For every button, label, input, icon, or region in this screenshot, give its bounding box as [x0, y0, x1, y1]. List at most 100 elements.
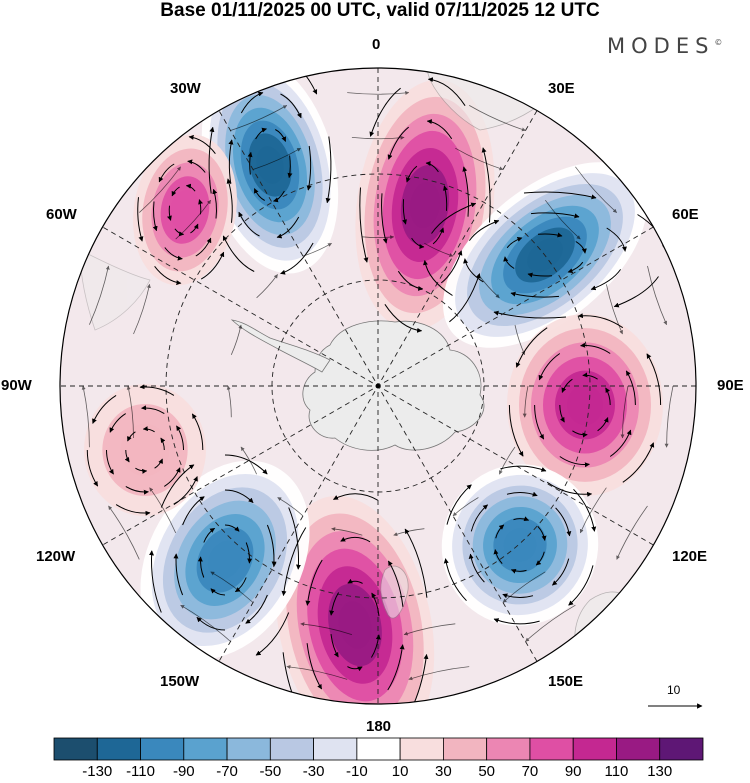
streamline-arrow	[647, 265, 667, 326]
streamline-arrow	[125, 485, 149, 495]
new-zealand	[380, 565, 409, 619]
streamline-arrow	[462, 166, 469, 217]
streamline-arrow	[224, 454, 268, 475]
streamline-arrow	[224, 489, 254, 504]
streamline-arrow	[238, 211, 260, 237]
streamline-arrow	[212, 188, 218, 219]
streamline-arrow	[426, 119, 453, 140]
streamline-arrow	[559, 456, 590, 468]
streamline-arrow	[340, 708, 369, 712]
streamline-arrow	[625, 370, 636, 406]
streamline-arrow	[306, 643, 323, 690]
streamline-arrow	[203, 527, 216, 543]
streamline-arrow	[371, 592, 380, 616]
streamline-arrow	[240, 446, 257, 475]
colorbar-tick-label: 110	[604, 763, 629, 780]
streamline-arrow	[408, 666, 470, 681]
streamline-arrow	[411, 237, 425, 249]
colorbar-tick-label: 30	[435, 763, 452, 780]
streamline-arrow	[200, 251, 225, 280]
streamline-arrow	[255, 127, 267, 140]
anomaly-low	[140, 460, 310, 660]
colorbar-swatch	[53, 737, 98, 761]
colorbar-tick-label: -130	[82, 763, 113, 780]
anomaly-contour	[120, 424, 170, 476]
colorbar-tick-label: 90	[564, 763, 582, 780]
streamline-arrow	[567, 261, 584, 273]
streamline-arrow	[191, 413, 204, 451]
streamline-arrow	[187, 159, 206, 173]
streamline-arrow	[195, 237, 212, 257]
colorbar-tick-label: -90	[172, 763, 195, 780]
streamline-arrow	[288, 507, 301, 570]
streamline-arrow	[109, 413, 126, 433]
streamline-arrow	[362, 235, 395, 240]
streamline-arrow	[142, 426, 155, 433]
streamline-arrow	[575, 166, 617, 213]
streamline-arrow	[468, 219, 500, 241]
anomaly-high	[133, 134, 237, 286]
streamline-arrow	[133, 283, 151, 335]
streamline-arrow	[381, 193, 388, 244]
streamline-arrow	[455, 147, 504, 171]
copyright-mark: ©	[714, 38, 723, 47]
anomaly-contour	[503, 528, 537, 562]
anomaly-contour	[207, 540, 243, 580]
colorbar-swatch	[616, 737, 661, 761]
streamline-arrow	[534, 404, 545, 440]
streamline-arrow	[500, 465, 547, 472]
streamline-arrow	[149, 487, 177, 534]
streamline-arrow	[164, 467, 181, 487]
anomaly-contour	[409, 181, 441, 229]
streamline-arrow	[306, 145, 312, 191]
streamline-arrow	[300, 622, 353, 635]
colorbar-swatch	[442, 737, 488, 761]
anomaly-high	[275, 495, 435, 704]
streamline-arrow	[664, 385, 674, 448]
south-pole-marker	[375, 383, 381, 389]
streamline-arrow	[188, 134, 216, 155]
colorbar-swatch	[96, 737, 141, 761]
streamline-arrow	[173, 553, 184, 596]
streamline-arrow	[359, 187, 369, 263]
streamline-arrow	[403, 623, 456, 636]
streamline-arrow	[141, 405, 165, 415]
streamline-arrow	[154, 265, 182, 286]
streamline-arrow	[347, 578, 363, 584]
streamline-arrow	[555, 507, 572, 537]
streamline-arrow	[510, 568, 527, 574]
streamline-arrow	[440, 250, 463, 284]
streamline-arrow	[535, 551, 545, 566]
streamline-arrow	[255, 612, 290, 656]
colorbar-swatch	[140, 737, 185, 761]
streamline-arrow	[347, 90, 410, 95]
colorbar-tick-label: -110	[126, 763, 155, 780]
anomaly-high	[507, 314, 663, 496]
streamline-arrow	[432, 227, 445, 245]
streamline-arrow	[234, 577, 247, 593]
streamline-arrow	[281, 527, 307, 596]
streamline-arrow	[286, 664, 348, 680]
streamline-arrow	[561, 378, 573, 393]
streamline-arrow	[404, 528, 428, 598]
streamline-arrow	[502, 571, 546, 603]
streamline-arrow	[502, 593, 534, 599]
streamline-arrow	[493, 549, 503, 564]
streamline-arrow	[403, 654, 429, 704]
streamline-arrow	[503, 256, 515, 269]
streamline-arrow	[210, 571, 254, 603]
streamline-arrow	[446, 484, 472, 525]
map-title: Base 01/11/2025 00 UTC, valid 07/11/2025…	[160, 0, 600, 21]
lon-label-120w: 120W	[36, 548, 76, 565]
colorbar-tick-label: -70	[216, 763, 238, 780]
streamline-arrow	[613, 276, 659, 308]
streamline-arrow	[468, 105, 526, 132]
streamline-arrow	[106, 449, 114, 475]
streamline-arrow	[160, 464, 195, 508]
streamline-arrow	[622, 442, 655, 483]
streamline-arrow	[527, 272, 553, 278]
lon-label-90e: 90E	[717, 377, 744, 394]
streamline-arrow	[384, 304, 423, 333]
streamline-arrow	[325, 136, 332, 204]
